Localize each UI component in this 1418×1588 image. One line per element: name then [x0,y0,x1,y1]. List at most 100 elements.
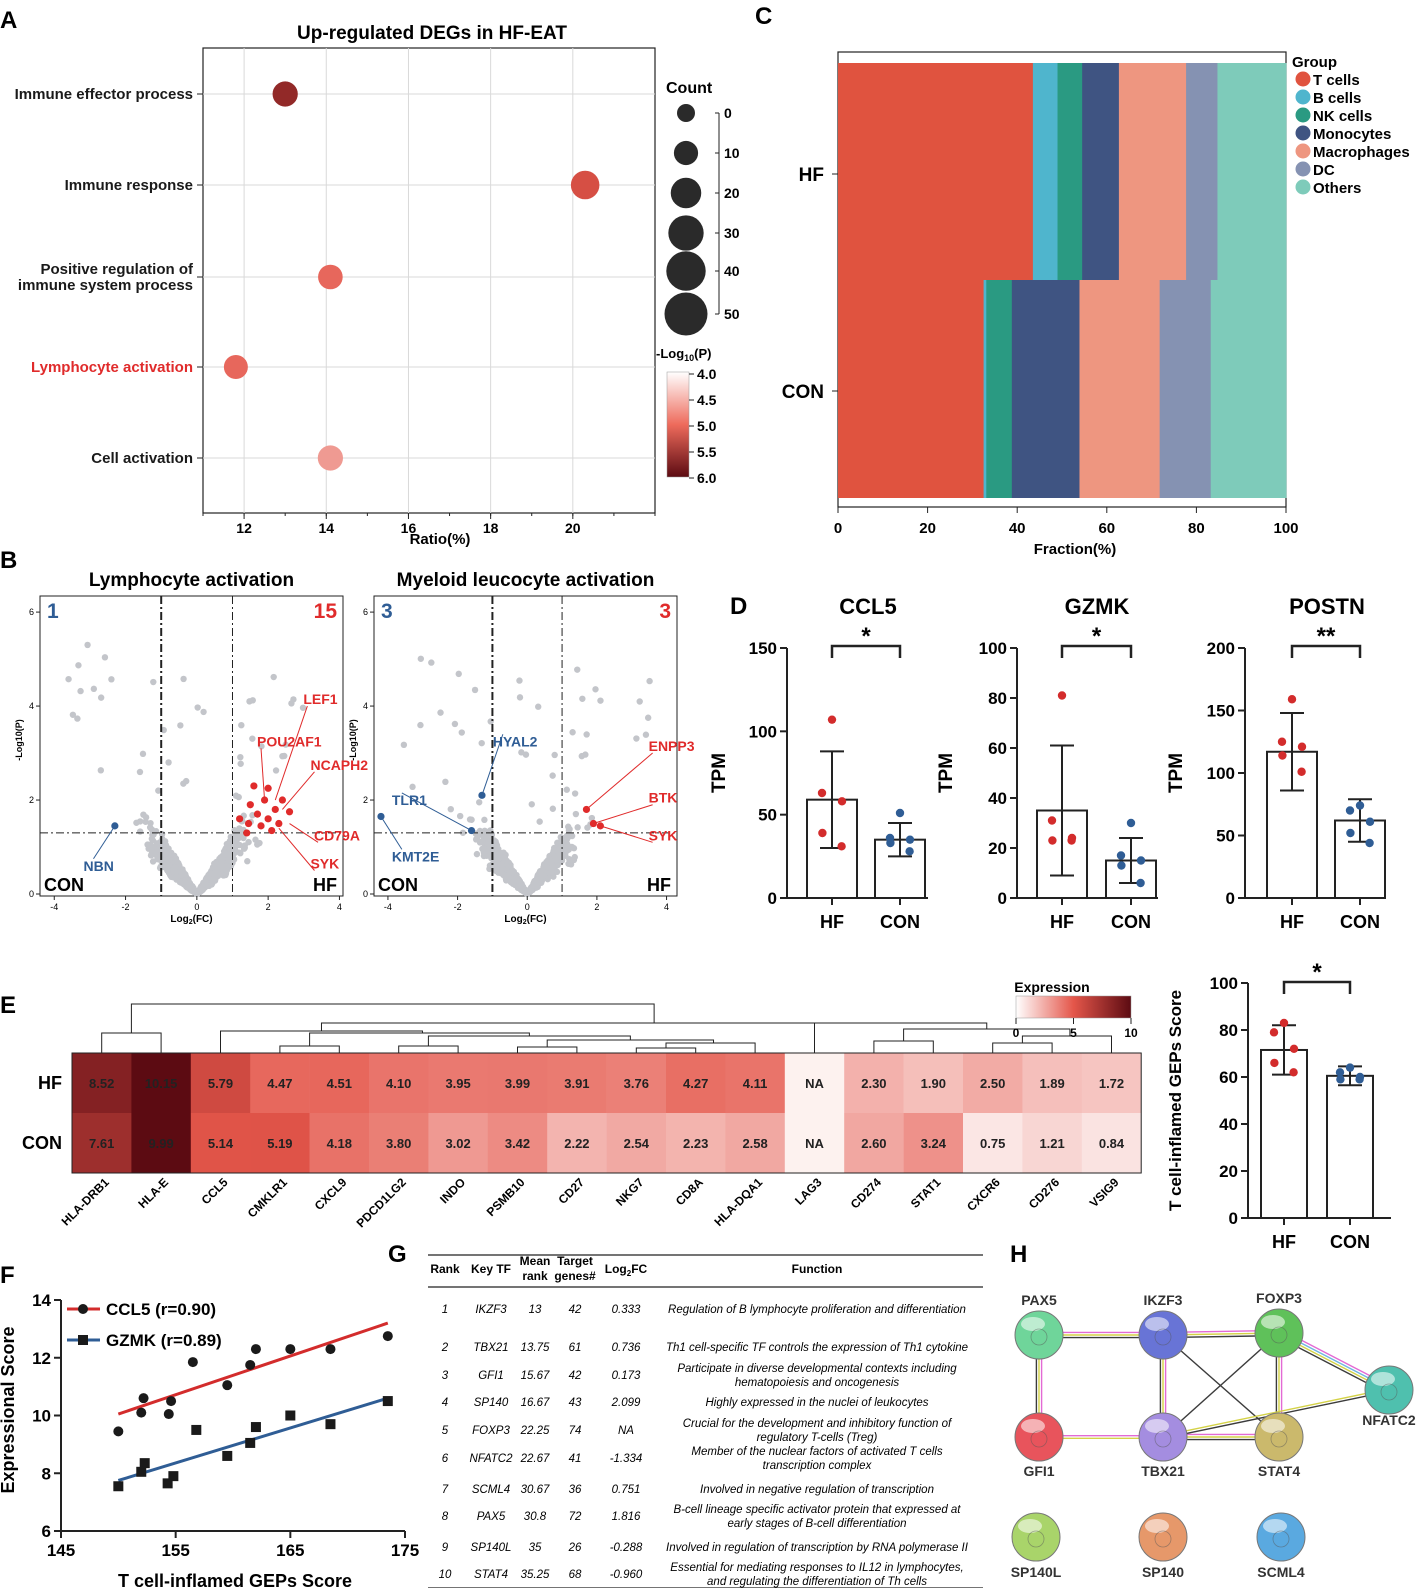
volcano-point [571,853,578,861]
cell-mean-rank: 22.25 [520,1425,550,1437]
volcano-point [549,805,557,812]
table-row: 4 SP140 16.67 43 2.099 Highly expressed in th… [442,1397,929,1409]
volcano-ytick-label: 6 [29,607,34,617]
f-point-ccl5 [382,1331,393,1342]
volcano-point [493,857,501,864]
significance-stars: * [1312,959,1322,986]
node-structure-icon [1030,1328,1048,1346]
legend-tick-label: 5 [1070,1026,1077,1040]
f-x-label: T cell-inflamed GEPs Score [118,1571,352,1588]
volcano-point [101,654,109,661]
y-tick-label: 100 [1207,764,1235,783]
gene-label: NCAPH2 [310,757,368,773]
heatmap-column-label: HLA-E [135,1175,171,1211]
volcano-point [548,864,555,872]
heatmap-value: 1.72 [1099,1076,1124,1091]
volcano-point [516,694,524,701]
table-row: 8 PAX5 30.8 72 1.816 B-cell lineage specific … [442,1504,962,1530]
heatmap-value: 3.24 [921,1136,947,1151]
data-point [1136,878,1145,888]
cell-rank: 9 [442,1542,449,1554]
f-legend-label: GZMK (r=0.89) [106,1331,222,1350]
f-point-ccl5 [166,1396,177,1407]
volcano-point [583,731,590,738]
f-legend-marker [78,1335,88,1345]
volcano-x-label: Log2(FC) [504,914,546,926]
volcano-point [235,793,242,801]
cell-targets: 68 [569,1569,582,1581]
f-point-gzmk [382,1396,393,1407]
dendrogram-branch [309,1032,530,1046]
cell-targets: 42 [569,1304,582,1316]
volcano-point [646,677,653,685]
heatmap-value: 2.58 [742,1136,767,1151]
heatmap-cell [309,1053,370,1113]
x-label-tail: (FC) [193,914,213,925]
heatmap-cell [487,1113,548,1173]
cell-function-line1: Participate in diverse developmental con… [677,1363,957,1375]
cell-rank: 3 [442,1370,449,1382]
heatmap-value: 3.80 [386,1136,411,1151]
data-point [827,715,837,724]
volcano-point [216,865,224,872]
size-legend-dot [673,140,699,166]
node-label: STAT4 [1258,1463,1300,1479]
table-header-target-1: Target [557,1254,593,1268]
volcano-point [270,673,277,681]
heatmap-cell [666,1053,726,1113]
volcano-xtick-label: -4 [384,902,392,912]
data-point [1270,1058,1279,1068]
cell-rank: 5 [442,1425,449,1437]
volcano-point [84,641,91,649]
heatmap-cell [547,1053,607,1113]
panel-a-bubbles [223,81,600,471]
heatmap-cell [547,1113,607,1173]
volcano-point [194,704,201,711]
heatmap-value: 3.95 [445,1076,470,1091]
cell-mean-rank: 13.75 [521,1342,550,1354]
heatmap-border [71,1052,1142,1174]
bar-chart-D3: POSTN 0 50 100 150 200 TPM HF CON ** [1166,594,1386,932]
cell-mean-rank: 30.67 [521,1484,550,1496]
size-legend-label: 40 [724,263,740,279]
volcano-point [471,686,479,694]
f-point-gzmk [139,1458,150,1469]
network-node-sp140: SP140 [1138,1512,1188,1580]
heatmap-cell [72,1053,132,1113]
cell-mean-rank: 13 [529,1304,542,1316]
data-point [1048,836,1057,845]
y-tick-label: 80 [988,689,1007,708]
right-group-label: HF [647,875,671,895]
gene-label: KMT2E [392,848,439,864]
heatmap-cell [844,1113,904,1173]
dendrogram-branch [398,1045,459,1053]
volcano-point [173,857,180,865]
volcano-point [517,882,525,889]
heatmap-value: 3.02 [445,1136,470,1151]
y-tick-label: 0 [1226,889,1235,908]
volcano-point [480,845,488,853]
data-point [1116,851,1126,860]
volcano-point [529,882,537,889]
node-highlight [1145,1419,1169,1433]
heatmap-value: 1.89 [1039,1076,1064,1091]
legend-label: B cells [1313,90,1361,107]
up-count: 15 [314,600,338,623]
cell-log2fc: 0.751 [612,1484,641,1496]
volcano-up-point [244,819,253,828]
node-structure-icon [1154,1328,1172,1346]
volcano-xtick-label: -2 [454,902,462,912]
f-point-ccl5 [187,1357,198,1368]
data-point [1067,836,1076,845]
c-segment-dc [1159,280,1212,498]
cell-rank: 7 [442,1484,449,1496]
legend-tick-label: 10 [1124,1026,1138,1040]
data-point [1287,695,1297,704]
f-point-gzmk [191,1424,202,1435]
node-label: TBX21 [1141,1463,1185,1479]
cell-tf: FOXP3 [472,1425,510,1437]
x-tick-label: CON [1340,912,1380,932]
data-point [1057,691,1067,700]
table-body: 1 IKZF3 13 42 0.333 Regulation of B lymphocyt… [439,1304,969,1588]
volcano-point [142,818,149,825]
